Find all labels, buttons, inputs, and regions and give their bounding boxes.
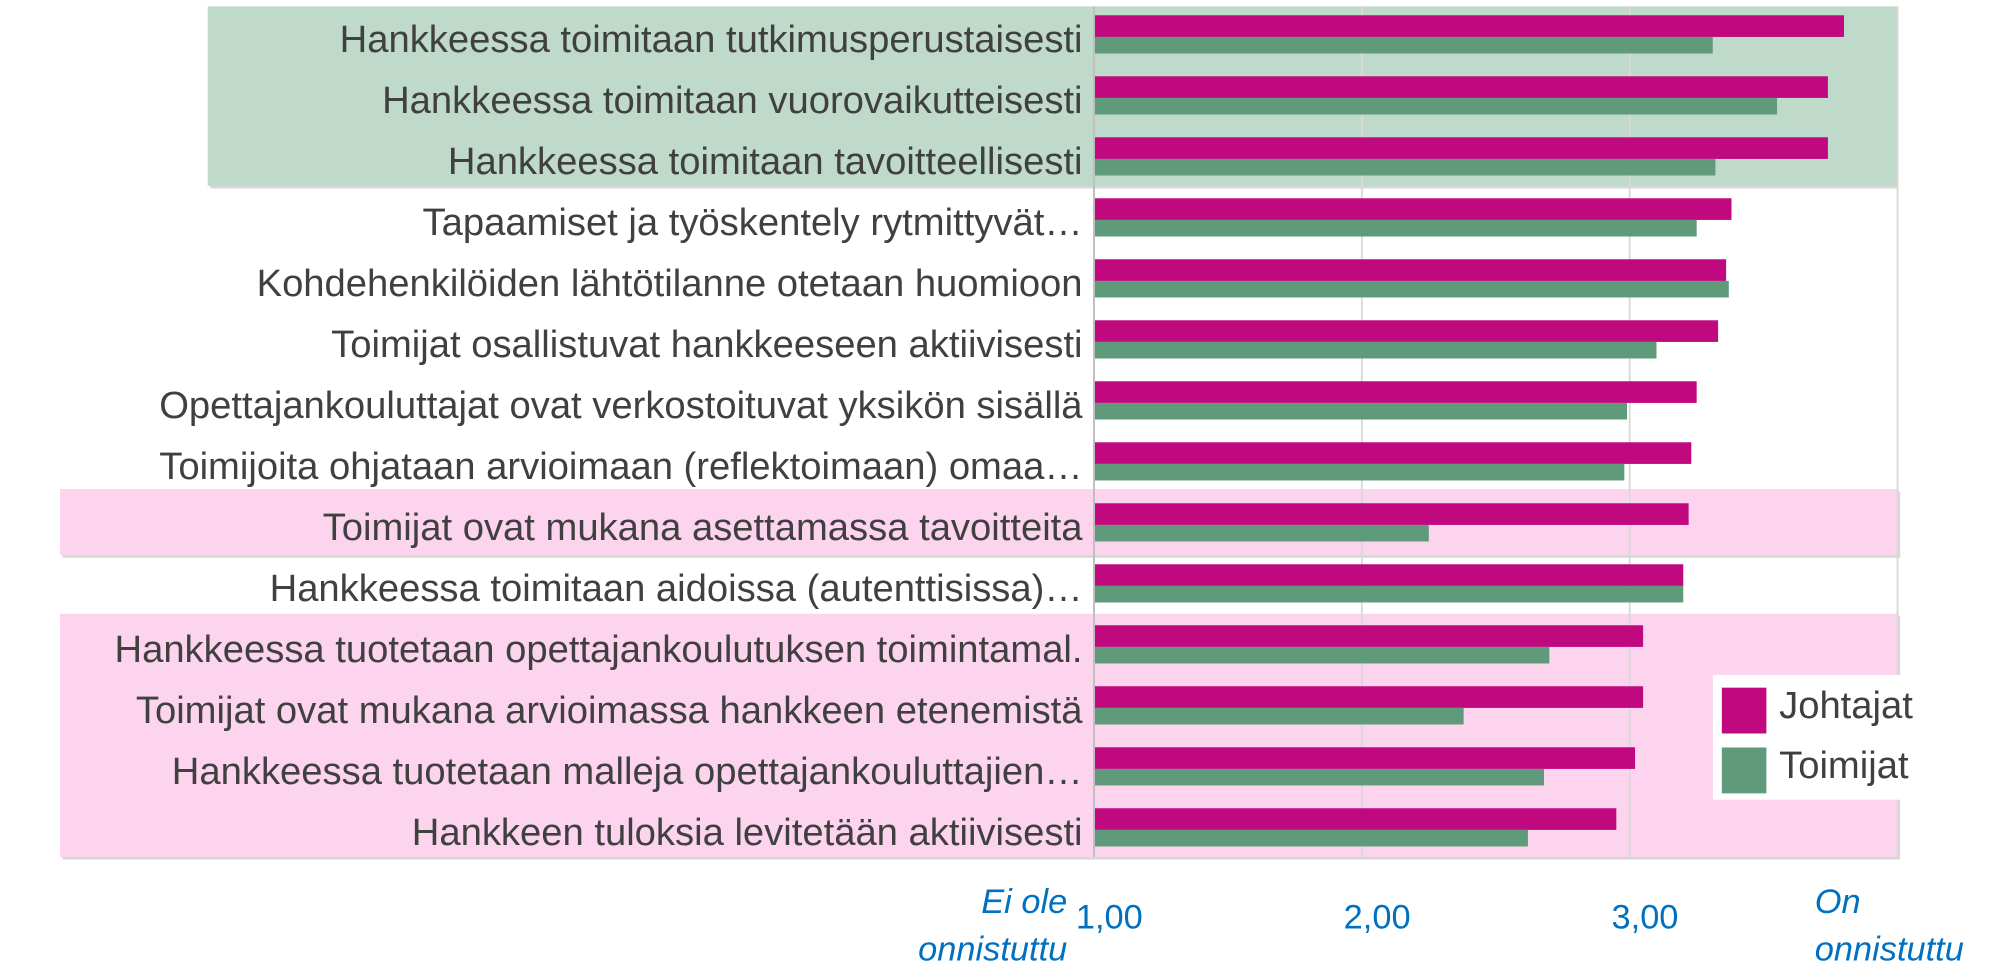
category-label: Toimijat osallistuvat hankkeeseen aktiiv… [331, 323, 1082, 366]
category-label: Hankkeessa toimitaan tutkimusperustaises… [340, 18, 1083, 61]
bar [1094, 503, 1689, 525]
legend-swatch [1721, 747, 1767, 794]
bar [1094, 341, 1657, 359]
category-label: Hankkeessa tuotetaan malleja opettajanko… [172, 750, 1083, 793]
category-label: Toimijat ovat mukana arvioimassa hankkee… [136, 689, 1083, 732]
legend-label: Johtajat [1779, 684, 1913, 727]
category-label: Toimijat ovat mukana asettamassa tavoitt… [323, 506, 1084, 549]
legend-swatch [1721, 687, 1767, 734]
category-label: Toimijoita ohjataan arvioimaan (reflekto… [159, 445, 1082, 488]
axis-annotation: Ei ole [981, 883, 1067, 921]
bar [1094, 808, 1617, 830]
bar [1094, 137, 1828, 159]
bar [1094, 198, 1732, 220]
bar [1094, 97, 1778, 115]
category-label: Hankkeessa toimitaan aidoissa (autenttis… [270, 567, 1083, 610]
bar [1094, 158, 1716, 176]
category-label: Tapaamiset ja työskentely rytmittyvät… [423, 201, 1083, 244]
category-label: Hankkeessa toimitaan tavoitteellisesti [448, 140, 1083, 183]
bar [1094, 259, 1727, 281]
bar [1094, 381, 1697, 403]
bar [1094, 768, 1544, 786]
bar [1094, 15, 1844, 37]
x-tick-label: 1,00 [1076, 899, 1143, 937]
category-label: Kohdehenkilöiden lähtötilanne otetaan hu… [257, 262, 1083, 305]
bar [1094, 564, 1684, 586]
bar [1094, 76, 1828, 98]
plot: 1,00 2,00 3,00 Hankkeessa toimitaan tutkimu… [115, 6, 1964, 964]
category-label: Hankkeessa tuotetaan opettajankoulutukse… [115, 628, 1083, 671]
bar [1094, 707, 1464, 725]
x-tick-label: 3,00 [1612, 899, 1679, 937]
category-label: Hankkeen tuloksia levitetään aktiivisest… [412, 811, 1083, 854]
axis-annotation: onnistuttu [1815, 930, 1964, 964]
x-tick-label: 2,00 [1344, 899, 1411, 937]
bar [1094, 686, 1644, 708]
legend-label: Toimijat [1779, 744, 1909, 787]
bar [1094, 829, 1528, 847]
category-label: Opettajankouluttajat ovat verkostoituvat… [159, 384, 1083, 427]
bar [1094, 747, 1636, 769]
category-label: Hankkeessa toimitaan vuorovaikutteisesti [382, 79, 1082, 122]
bar [1094, 625, 1644, 647]
bar [1094, 463, 1625, 481]
axis-annotation: onnistuttu [918, 930, 1067, 964]
bar [1094, 320, 1719, 342]
bar [1094, 442, 1692, 464]
axis-annotation: On [1815, 883, 1861, 921]
bar [1094, 585, 1684, 603]
bar [1094, 646, 1550, 664]
bar [1094, 219, 1697, 237]
bar [1094, 402, 1628, 420]
bar [1094, 524, 1429, 542]
bar [1094, 36, 1713, 54]
bar [1094, 280, 1729, 298]
